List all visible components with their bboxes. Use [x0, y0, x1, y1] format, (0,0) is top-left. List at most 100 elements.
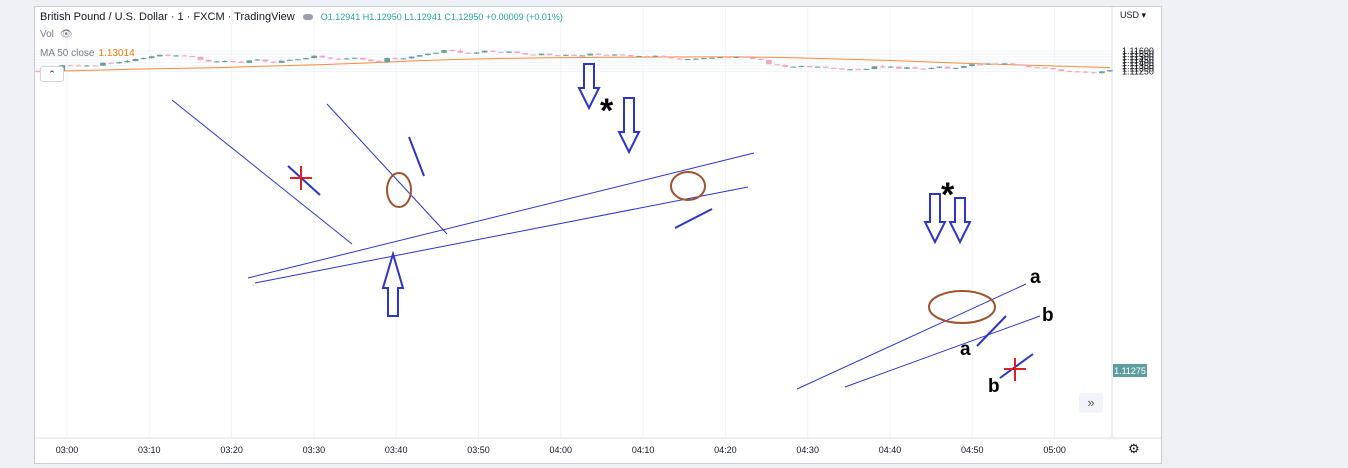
collapse-legend-button[interactable]: ⌃: [40, 66, 64, 82]
last-price-box: [1113, 364, 1147, 377]
candle-body: [213, 61, 220, 63]
candle-127: [1066, 70, 1073, 73]
candle-77: [660, 55, 667, 58]
candle-54: [473, 52, 480, 54]
candle-12: [132, 58, 139, 62]
candle-41: [368, 58, 374, 62]
candle-36: [327, 57, 334, 60]
candle-40: [360, 57, 366, 60]
volume-legend[interactable]: Vol 👁︎: [40, 29, 73, 40]
candle-body: [1082, 71, 1089, 73]
candle-65: [563, 54, 569, 57]
candle-113: [952, 67, 959, 69]
candle-body: [35, 70, 41, 72]
candle-body: [181, 55, 188, 57]
candle-body: [506, 51, 512, 53]
time-tick-3: 03:30: [303, 445, 326, 455]
price-axis[interactable]: 1.116001.115501.115001.114501.114001.113…: [1122, 46, 1154, 77]
candle-body: [1050, 68, 1056, 70]
candle-68: [587, 53, 594, 56]
star-icon-2: *: [941, 176, 955, 214]
candle-body: [327, 57, 334, 59]
candle-body: [278, 60, 285, 63]
time-tick-8: 04:20: [714, 445, 737, 455]
ma-legend[interactable]: MA 50 close 1.13014: [40, 48, 135, 59]
candle-102: [863, 68, 870, 71]
ohlc-values: O1.12941 H1.12950 L1.12941 C1.12950 +0.0…: [320, 12, 563, 22]
letter-marks: a b a b: [960, 267, 1054, 397]
candle-57: [498, 51, 504, 54]
time-tick-9: 04:30: [796, 445, 819, 455]
candle-body: [887, 66, 894, 68]
currency-dropdown[interactable]: USD ▾: [1120, 10, 1146, 21]
candle-body: [83, 65, 90, 67]
candle-body: [1017, 64, 1024, 66]
candle-body: [782, 64, 788, 67]
candle-body: [733, 56, 740, 58]
candle-body: [774, 64, 780, 66]
candle-body: [156, 54, 163, 57]
candle-body: [140, 58, 147, 60]
candle-body: [936, 66, 943, 68]
scroll-to-realtime-button[interactable]: »: [1079, 393, 1103, 413]
candle-66: [571, 54, 577, 57]
candle-body: [205, 59, 212, 62]
candle-91: [774, 63, 780, 66]
candle-body: [928, 67, 935, 69]
grid-lines: [35, 7, 1112, 438]
candle-body: [969, 64, 975, 67]
candle-26: [246, 60, 252, 64]
candle-28: [262, 59, 269, 63]
candle-body: [538, 53, 545, 56]
candle-53: [465, 52, 472, 54]
label-a-lower: a: [960, 339, 971, 360]
candle-body: [400, 58, 407, 60]
candle-body: [611, 54, 618, 56]
price-tick-3: 1.11450: [1122, 55, 1154, 65]
symbol-title[interactable]: British Pound / U.S. Dollar · 1 · FXCM ·…: [40, 11, 295, 23]
candle-body: [985, 63, 992, 65]
candle-101: [855, 68, 862, 71]
chart-legend-header[interactable]: British Pound / U.S. Dollar · 1 · FXCM ·…: [40, 11, 563, 23]
candle-71: [611, 54, 618, 56]
candle-107: [904, 66, 910, 69]
candle-130: [1090, 71, 1097, 74]
candle-118: [993, 62, 1000, 65]
chart-frame[interactable]: [34, 6, 1162, 464]
candle-81: [692, 58, 699, 60]
candle-body: [343, 58, 350, 60]
candle-51: [449, 49, 456, 52]
candle-38: [343, 58, 350, 60]
candle-67: [579, 55, 585, 57]
more-options-icon[interactable]: [302, 14, 313, 20]
candle-body: [465, 52, 472, 54]
candle-56: [489, 50, 496, 53]
eye-crossed-icon[interactable]: 👁︎: [59, 29, 73, 40]
candle-10: [116, 61, 123, 64]
candle-120: [1009, 63, 1016, 65]
candle-body: [709, 57, 715, 59]
candle-body: [481, 50, 488, 53]
time-tick-11: 04:50: [961, 445, 984, 455]
candle-body: [92, 65, 98, 67]
candle-body: [221, 61, 228, 63]
label-b-upper: b: [1042, 305, 1054, 326]
candle-89: [757, 58, 764, 61]
time-tick-4: 03:40: [385, 445, 408, 455]
candle-body: [831, 67, 837, 69]
break-mark-4: [976, 315, 1007, 347]
candle-body: [1034, 67, 1040, 69]
star-marks: * *: [600, 92, 955, 214]
candle-6: [83, 65, 90, 67]
candle-72: [619, 54, 626, 56]
candle-115: [969, 63, 975, 67]
candle-body: [311, 55, 317, 59]
candle-34: [311, 55, 317, 59]
candle-31: [286, 59, 293, 62]
gear-icon[interactable]: ⚙: [1128, 441, 1140, 456]
time-axis[interactable]: 03:00 03:10 03:20 03:30 03:40 03:50 04:00 04:10…: [56, 445, 1066, 455]
candle-5: [75, 64, 82, 67]
candle-body: [603, 54, 610, 56]
candle-body: [684, 58, 691, 60]
